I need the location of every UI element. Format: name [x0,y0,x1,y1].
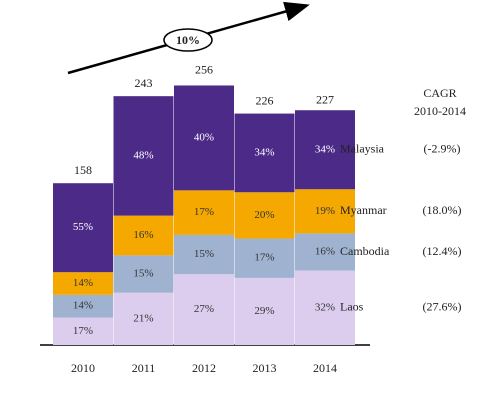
legend-label: Cambodia [340,244,390,258]
total-label: 256 [195,63,213,77]
total-label: 227 [316,92,334,106]
bar-segment [53,183,113,273]
value-label: 34% [315,143,335,155]
total-label: 243 [135,76,153,90]
bar-segment [53,294,113,318]
legend-cagr: (27.6%) [423,300,462,314]
x-tick-label: 2012 [192,361,216,375]
value-label: 16% [315,246,335,258]
value-label: 14% [73,300,93,312]
value-label: 20% [254,209,274,221]
bar-segment [113,292,174,345]
value-label: 55% [73,221,93,233]
bar-segment [53,317,113,345]
value-label: 17% [73,325,93,337]
bar-segment [174,190,234,235]
legend-cagr: (-2.9%) [424,141,461,155]
bar-segment [295,233,355,271]
value-label: 48% [133,149,153,161]
legend-cagr: (12.4%) [423,244,462,258]
value-label: 17% [194,206,214,218]
annotation-ellipse [163,28,213,52]
x-tick-label: 2010 [71,361,95,375]
legend-header: 2010-2014 [414,104,466,118]
annotation: 10% [176,33,200,47]
value-label: 21% [133,312,153,324]
bar-segment [174,85,234,191]
bar-segment [174,274,234,345]
bar-segment [295,189,355,234]
bar-segment [234,238,295,278]
value-label: 32% [315,301,335,313]
total-label: 158 [74,163,92,177]
x-tick-label: 2013 [253,361,277,375]
value-label: 15% [194,248,214,260]
bar-segment [53,272,113,295]
value-label: 40% [194,131,214,143]
total-label: 226 [256,93,274,107]
value-label: 17% [254,252,274,264]
bar-segment [174,234,234,275]
legend-header: CAGR [423,86,456,100]
value-label: 27% [194,303,214,315]
legend-label: Laos [340,300,364,314]
bar-segment [113,215,174,256]
legend-label: Myanmar [340,203,387,217]
value-label: 29% [254,305,274,317]
value-label: 34% [254,146,274,158]
bar-segment [234,277,295,345]
bar-segment [234,192,295,239]
legend-label: Malaysia [340,141,385,155]
value-label: 14% [73,277,93,289]
legend-cagr: (18.0%) [423,203,462,217]
x-tick-label: 2011 [132,361,156,375]
value-label: 15% [133,268,153,280]
bar-segment [113,96,174,216]
value-label: 19% [315,205,335,217]
bar-segment [295,270,355,345]
value-label: 16% [133,229,153,241]
bar-segment [295,110,355,190]
bar-segment [113,255,174,293]
x-tick-label: 2014 [313,361,337,375]
bar-segment [234,113,295,193]
